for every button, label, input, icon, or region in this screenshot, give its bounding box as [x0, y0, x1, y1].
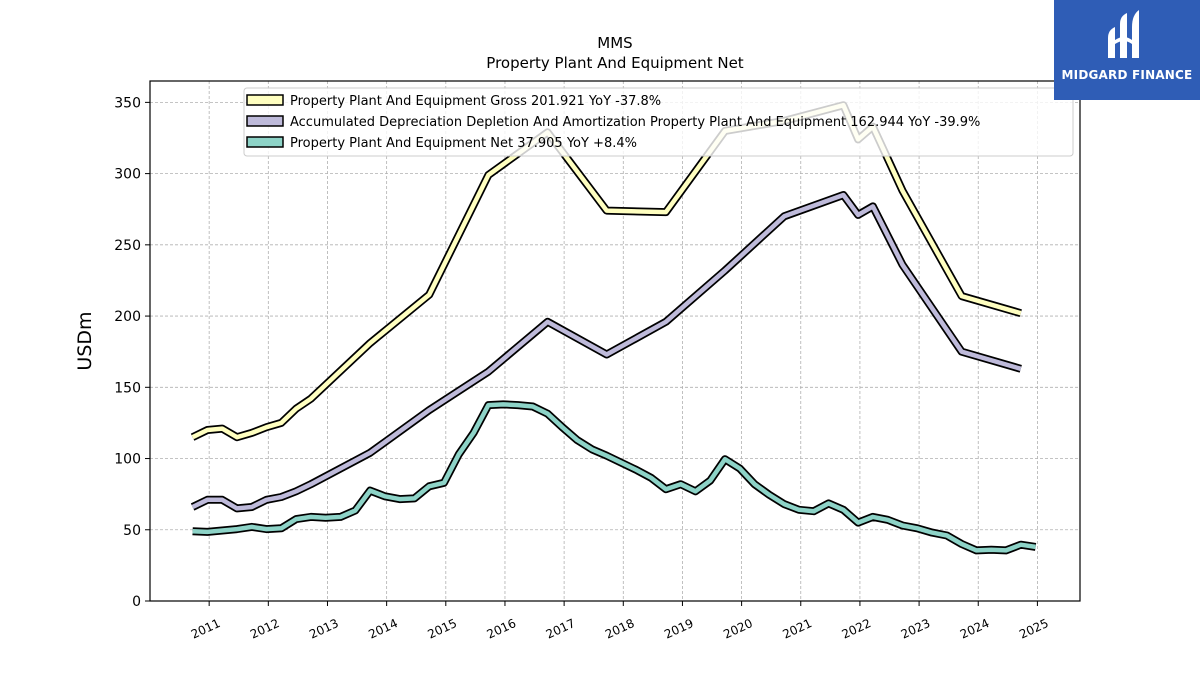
y-tick-label: 250 [114, 238, 141, 254]
series-line-2 [191, 192, 1022, 511]
chart-title: MMS [597, 34, 632, 52]
x-tick-label: 2017 [544, 616, 578, 642]
legend-swatch-2 [246, 115, 284, 127]
legend-entry-3: Property Plant And Equipment Net 37.905 … [290, 136, 637, 151]
series-lines [190, 101, 1037, 555]
x-tick-label: 2018 [603, 616, 637, 642]
x-tick-label: 2015 [425, 616, 459, 642]
plot-frame [149, 80, 1081, 602]
y-tick-label: 300 [114, 167, 141, 183]
midgard-logo-icon [1108, 10, 1139, 58]
legend-entry-2: Accumulated Depreciation Depletion And A… [290, 115, 980, 130]
legend-swatch-1 [246, 94, 284, 106]
brand-name: MIDGARD FINANCE [1061, 68, 1193, 82]
x-tick-label: 2016 [485, 616, 519, 642]
series-outline-2 [190, 191, 1022, 513]
y-tick-label: 350 [114, 95, 141, 111]
x-tick-label: 2013 [307, 616, 341, 642]
y-tick-label: 100 [114, 452, 141, 468]
x-tick-label: 2020 [721, 616, 755, 642]
x-tick-label: 2025 [1017, 616, 1051, 642]
x-tick-label: 2019 [662, 616, 696, 642]
legend-entry-1: Property Plant And Equipment Gross 201.9… [290, 94, 661, 109]
chart-subtitle: Property Plant And Equipment Net [486, 54, 743, 72]
y-tick-label: 50 [123, 523, 141, 539]
legend-swatch-3 [246, 136, 284, 148]
grid [150, 81, 1080, 602]
y-tick-label: 0 [132, 594, 141, 610]
x-tick-label: 2023 [899, 616, 933, 642]
legend-box [243, 87, 1074, 157]
x-tick-label: 2011 [189, 616, 223, 642]
x-tick-label: 2021 [780, 616, 814, 642]
y-tick-label: 150 [114, 380, 141, 396]
x-tick-label: 2024 [958, 616, 992, 642]
x-tick-label: 2022 [840, 616, 874, 642]
x-tick-label: 2012 [248, 616, 282, 642]
brand-logo: MIDGARD FINANCE [1054, 0, 1200, 100]
legend: Property Plant And Equipment Gross 201.9… [243, 87, 1074, 157]
x-tick-label: 2014 [366, 616, 400, 642]
y-tick-label: 200 [114, 309, 141, 325]
y-axis-label: USDm [74, 311, 96, 370]
series-line-3 [192, 402, 1036, 553]
